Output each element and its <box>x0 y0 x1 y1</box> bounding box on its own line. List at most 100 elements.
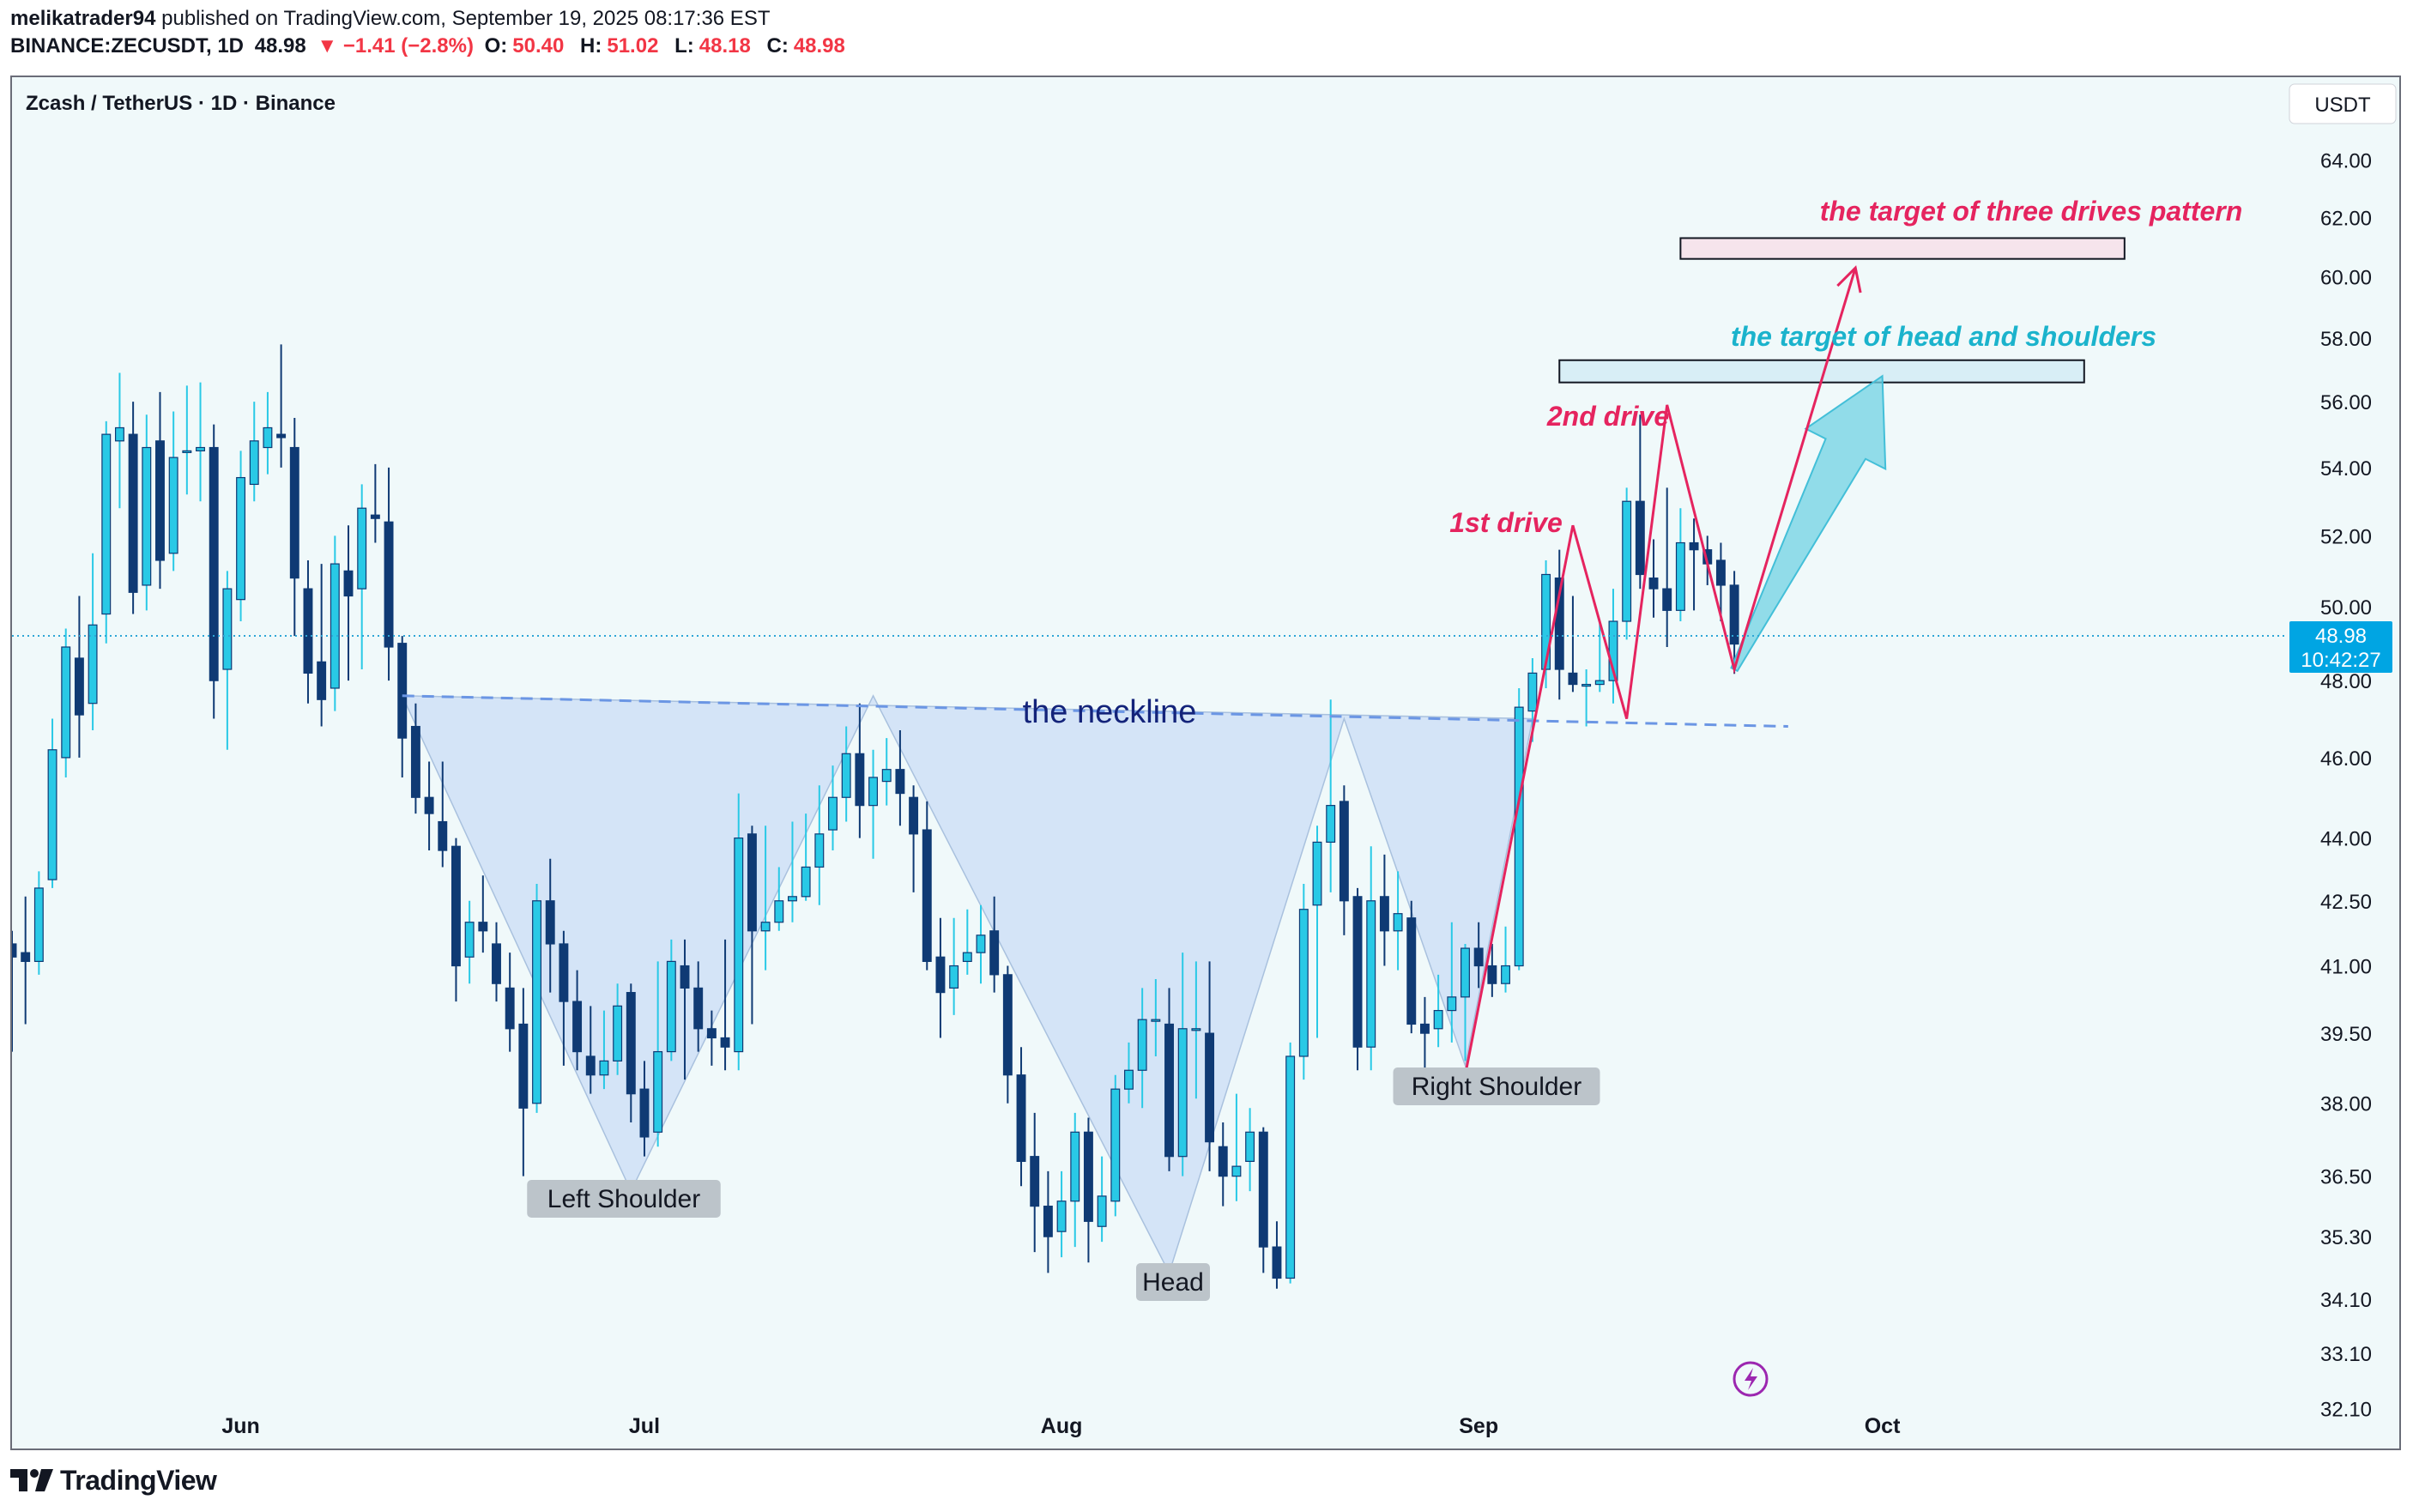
candle <box>1002 965 1013 1104</box>
candle <box>774 867 784 931</box>
candle <box>572 970 583 1071</box>
candle <box>747 826 757 1025</box>
candle-body <box>357 507 367 590</box>
candle <box>1097 1156 1107 1243</box>
candle <box>1581 669 1592 727</box>
price-tick-label: 54.00 <box>2320 457 2372 481</box>
candle-body <box>1662 588 1672 611</box>
right-shoulder-label-box <box>1393 1067 1600 1105</box>
candle <box>1473 922 1484 989</box>
candle-body <box>343 570 354 597</box>
candle <box>61 628 71 777</box>
candle-body <box>1218 1146 1228 1177</box>
lightning-icon[interactable] <box>1733 1361 1769 1397</box>
candle <box>1729 571 1739 674</box>
last-price: 48.98 <box>254 34 306 57</box>
candle <box>451 838 461 1002</box>
candle <box>585 1006 596 1094</box>
candle-body <box>922 829 932 962</box>
author-name[interactable]: melikatrader94 <box>10 7 156 30</box>
candle <box>464 900 475 984</box>
candle <box>47 718 57 888</box>
candle-body <box>276 433 287 438</box>
price-tick-label: 44.00 <box>2320 828 2372 851</box>
candle-body <box>464 922 475 958</box>
time-axis[interactable]: Jun Jul Aug Sep Oct <box>221 1414 1901 1438</box>
candle-body <box>774 900 784 923</box>
candle <box>1635 414 1645 590</box>
candle-body <box>1110 1088 1121 1202</box>
three-drives-line <box>1464 267 1857 1076</box>
price-tick-label: 42.50 <box>2320 891 2372 914</box>
high-label: H: <box>580 34 602 57</box>
candle-body <box>881 769 892 783</box>
low-value: 48.18 <box>698 34 751 57</box>
candle-body <box>1137 1019 1147 1071</box>
candle-body <box>61 646 71 759</box>
candle-body <box>680 965 690 989</box>
candle-body <box>1514 706 1524 967</box>
candle-body <box>841 753 851 798</box>
price-tick-label: 33.10 <box>2320 1343 2372 1366</box>
candle <box>276 344 287 468</box>
candle <box>249 402 259 502</box>
target-three-drives-label: the target of three drives pattern <box>1820 196 2243 227</box>
candle <box>1083 1117 1093 1263</box>
candle <box>1447 922 1457 1043</box>
candle <box>209 424 219 719</box>
symbol-info: BINANCE:ZECUSDT, 1D 48.98 ▼ −1.41 (−2.8%… <box>10 34 856 58</box>
candle-body <box>814 833 825 868</box>
candle <box>922 801 932 971</box>
candle <box>1298 884 1309 1080</box>
footer-brand[interactable]: TradingView <box>10 1463 217 1497</box>
candle <box>303 559 313 704</box>
brand-name: TradingView <box>60 1464 217 1496</box>
price-tick-label: 32.10 <box>2320 1399 2372 1422</box>
candle-body <box>788 896 797 902</box>
currency-badge[interactable] <box>2289 83 2397 124</box>
candle-body <box>1164 1023 1174 1158</box>
candle <box>1043 1170 1053 1273</box>
candle-body <box>1715 559 1726 586</box>
candle <box>559 930 569 1066</box>
candle <box>626 983 636 1123</box>
price-tick-label: 36.50 <box>2320 1166 2372 1189</box>
candle-body <box>639 1088 650 1138</box>
candle-body <box>1433 1009 1443 1030</box>
candle <box>1218 1122 1228 1207</box>
price-tick-label: 60.00 <box>2320 267 2372 290</box>
candle-body <box>263 426 273 449</box>
candle <box>1594 621 1605 692</box>
symbol-label: BINANCE:ZECUSDT, 1D <box>10 34 245 57</box>
price-change: ▼ −1.41 (−2.8%) <box>317 34 474 57</box>
candle <box>222 571 233 750</box>
candle-body <box>12 943 17 958</box>
candle <box>1487 943 1497 997</box>
candle-body <box>330 563 340 689</box>
candle <box>1501 926 1510 993</box>
candle <box>168 411 178 572</box>
price-axis[interactable]: 64.00 62.00 60.00 58.00 56.00 54.00 52.00 50.00… <box>2320 150 2372 1422</box>
candle <box>1514 687 1524 971</box>
candle <box>1231 1093 1242 1201</box>
candle-body <box>706 1028 717 1039</box>
candle-body <box>424 796 434 814</box>
price-tick-label: 50.00 <box>2320 596 2372 620</box>
candle-body <box>155 440 165 561</box>
price-tick-label: 34.10 <box>2320 1289 2372 1312</box>
high-value: 51.02 <box>607 34 659 57</box>
time-tick-label: Oct <box>1865 1414 1901 1438</box>
candle-body <box>168 457 178 554</box>
candle <box>384 467 394 681</box>
candle <box>1205 961 1215 1171</box>
candle-body <box>142 446 152 586</box>
candle-body <box>209 446 219 681</box>
candle <box>33 871 44 975</box>
candle <box>330 535 340 711</box>
candle <box>1554 549 1564 700</box>
candle <box>1137 988 1147 1109</box>
candle-body <box>801 866 811 898</box>
candle <box>680 939 690 1080</box>
candle <box>1352 887 1363 1071</box>
